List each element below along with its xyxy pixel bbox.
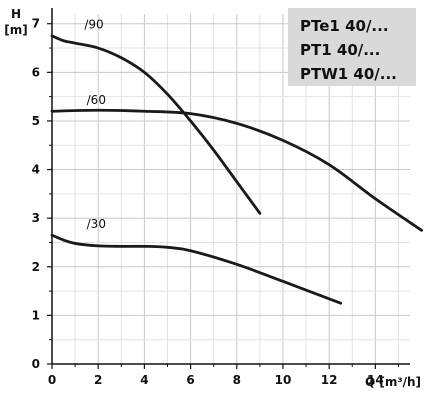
y-tick-label: 4	[32, 163, 40, 177]
x-axis-title: Q [m³/h]	[365, 375, 421, 389]
x-tick-label: 14	[367, 373, 384, 387]
legend-box: PTe1 40/... PT1 40/... PTW1 40/...	[288, 8, 416, 86]
series-line-90	[50, 34, 262, 215]
legend-line: PTW1 40/...	[300, 65, 397, 83]
x-tick-label: 2	[94, 373, 102, 387]
y-tick-label: 0	[32, 357, 40, 371]
curve-label-60: /60	[87, 93, 106, 107]
x-tick-label: 4	[140, 373, 148, 387]
series-layer	[50, 34, 423, 305]
x-tick-label: 10	[275, 373, 292, 387]
legend-line: PT1 40/...	[300, 41, 380, 59]
y-tick-label: 6	[32, 65, 40, 79]
y-tick-label: 2	[32, 260, 40, 274]
legend-line: PTe1 40/...	[300, 17, 389, 35]
y-tick-label: 7	[32, 17, 40, 31]
curve-label-30: /30	[87, 217, 106, 231]
series-line-30	[50, 233, 343, 305]
y-tick-label: 5	[32, 114, 40, 128]
y-tick-label: 3	[32, 211, 40, 225]
y-axis-title: H	[11, 7, 21, 21]
x-tick-label: 8	[233, 373, 241, 387]
y-tick-label: 1	[32, 308, 40, 322]
x-tick-label: 6	[186, 373, 194, 387]
y-axis-unit: [m]	[4, 23, 27, 37]
legend-background	[288, 8, 416, 86]
series-line-60	[50, 108, 423, 232]
x-tick-label: 12	[321, 373, 338, 387]
label-layer: /90/60/30	[84, 18, 106, 231]
curve-label-90: /90	[84, 18, 103, 32]
x-tick-label: 0	[48, 373, 56, 387]
